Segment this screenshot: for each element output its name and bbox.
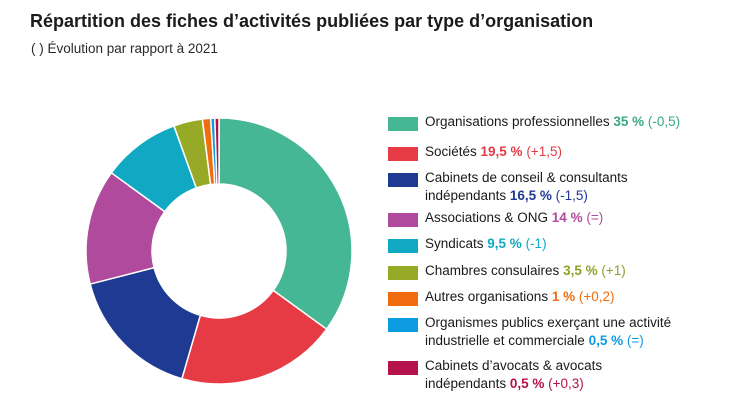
donut-slice-0	[218, 117, 353, 330]
legend-label: Chambres consulaires 3,5 % (+1)	[425, 262, 626, 280]
legend-item: Associations & ONG 14 % (=)	[388, 209, 603, 227]
legend-swatch	[388, 117, 418, 131]
legend-label: Organisations professionnelles 35 % (-0,…	[425, 113, 680, 131]
legend-value: 19,5 %	[476, 144, 523, 159]
chart-title: Répartition des fiches d’activités publi…	[30, 11, 594, 31]
legend-label: Cabinets d’avocats & avocats indépendants…	[425, 357, 602, 393]
chart-subtitle: ( ) Évolution par rapport à 2021	[31, 41, 218, 56]
legend-swatch	[388, 239, 418, 253]
legend-label-text: Syndicats	[425, 236, 484, 251]
legend-swatch	[388, 318, 418, 332]
legend-label-text: Sociétés	[425, 144, 477, 159]
legend-label: Autres organisations 1 % (+0,2)	[425, 288, 615, 306]
legend-swatch	[388, 361, 418, 375]
legend-value: 16,5 %	[506, 188, 552, 203]
legend-item: Sociétés 19,5 % (+1,5)	[388, 143, 562, 161]
legend-change: (+1)	[597, 263, 626, 278]
legend-item: Autres organisations 1 % (+0,2)	[388, 288, 615, 306]
donut-slice-2	[89, 266, 202, 380]
legend-label-text: Cabinets de conseil & consultants indépen…	[425, 170, 628, 203]
legend-value: 0,5 %	[506, 376, 545, 391]
legend-change: (-1)	[521, 236, 547, 251]
legend-label: Sociétés 19,5 % (+1,5)	[425, 143, 562, 161]
legend-value: 1 %	[548, 289, 576, 304]
legend-label: Syndicats 9,5 % (-1)	[425, 235, 547, 253]
legend-label-text: Autres organisations	[425, 289, 549, 304]
donut-slice-8	[214, 117, 220, 185]
legend-swatch	[388, 147, 418, 161]
legend-item: Organisations professionnelles 35 % (-0,…	[388, 113, 680, 131]
legend-swatch	[388, 266, 418, 280]
legend-change: (+1,5)	[522, 144, 562, 159]
legend-item: Organismes publics exerçant une activité…	[388, 314, 671, 350]
legend-value: 3,5 %	[559, 263, 598, 278]
legend-item: Syndicats 9,5 % (-1)	[388, 235, 547, 253]
legend-change: (+0,3)	[544, 376, 584, 391]
legend-change: (=)	[623, 333, 644, 348]
legend-swatch	[388, 213, 418, 227]
legend-label: Organismes publics exerçant une activité…	[425, 314, 671, 350]
legend-value: 9,5 %	[483, 236, 522, 251]
legend-item: Chambres consulaires 3,5 % (+1)	[388, 262, 626, 280]
legend-label: Associations & ONG 14 % (=)	[425, 209, 603, 227]
legend-change: (-0,5)	[644, 114, 681, 129]
legend-value: 0,5 %	[584, 333, 624, 348]
legend-change: (+0,2)	[575, 289, 615, 304]
legend-label-text: Associations & ONG	[425, 210, 549, 225]
legend-label-text: Cabinets d’avocats & avocats indépendants	[425, 358, 603, 391]
legend-value: 14 %	[548, 210, 583, 225]
legend-value: 35 %	[609, 114, 645, 129]
legend-label-text: Organisations professionnelles	[425, 114, 610, 129]
legend-item: Cabinets d’avocats & avocats indépendants…	[388, 357, 602, 393]
legend-item: Cabinets de conseil & consultants indépen…	[388, 169, 628, 205]
legend-swatch	[388, 292, 418, 306]
legend-label-text: Organismes publics exerçant une activité…	[425, 315, 672, 348]
legend-change: (-1,5)	[551, 188, 588, 203]
legend-label: Cabinets de conseil & consultants indépen…	[425, 169, 628, 205]
legend-swatch	[388, 173, 418, 187]
legend-label-text: Chambres consulaires	[425, 263, 560, 278]
legend-change: (=)	[582, 210, 604, 225]
